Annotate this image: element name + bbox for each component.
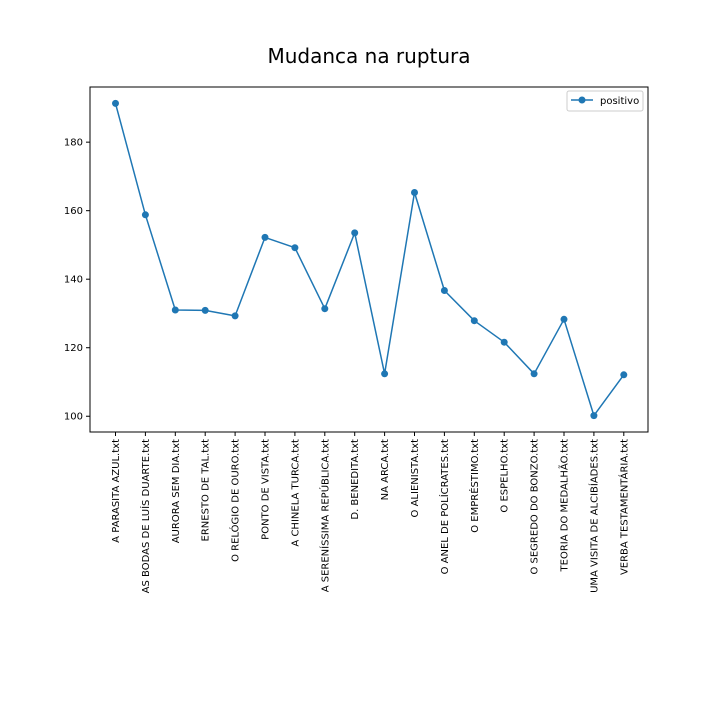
- x-tick-label: AURORA SEM DIA.txt: [171, 439, 182, 543]
- plot-area: [89, 86, 649, 433]
- data-point: [261, 233, 269, 241]
- data-point: [470, 317, 478, 325]
- data-point: [381, 370, 389, 378]
- x-tick-label: A CHINELA TURCA.txt: [290, 439, 301, 547]
- x-tick-label: O ESPELHO.txt: [500, 439, 511, 513]
- x-tick-label: NA ARCA.txt: [380, 439, 391, 500]
- data-point: [440, 287, 448, 294]
- x-tick-label: VERBA TESTAMENTÁRIA.txt: [617, 439, 630, 575]
- y-tick-label: 140: [64, 275, 83, 286]
- x-tick-label: PONTO DE VISTA.txt: [261, 439, 272, 540]
- x-tick-label: ERNESTO DE TAL.txt: [201, 439, 212, 542]
- data-point: [500, 338, 508, 346]
- data-point: [171, 306, 179, 314]
- series-line-positivo: [114, 103, 625, 417]
- y-tick-label: 100: [64, 412, 83, 423]
- y-tick-label: 180: [64, 138, 83, 149]
- y-tick-label: 160: [64, 206, 83, 217]
- x-tick-label: TEORIA DO MEDALHÃO.txt: [558, 439, 571, 573]
- data-point: [530, 370, 538, 378]
- x-axis: A PARASITA AZUL.txt AS BODAS DE LUÍS DUAR…: [111, 432, 630, 593]
- x-tick-label: A SERENÍSSIMA REPÚBLICA.txt: [318, 439, 331, 592]
- data-point: [141, 211, 149, 219]
- x-tick-label: A PARASITA AZUL.txt: [111, 439, 122, 543]
- data-point: [590, 412, 598, 420]
- x-tick-label: D. BENEDITA.txt: [350, 439, 361, 520]
- data-point: [560, 315, 568, 323]
- legend: positivo: [566, 90, 644, 112]
- data-point: [620, 371, 628, 379]
- x-tick-label: O SEGREDO DO BONZO.txt: [530, 439, 541, 575]
- data-point: [112, 99, 119, 107]
- data-point: [291, 244, 299, 252]
- x-tick-label: O RELÓGIO DE OURO.txt: [229, 439, 242, 562]
- legend-label: positivo: [600, 96, 639, 107]
- y-axis: 100 120 140 160 180: [64, 138, 90, 423]
- x-tick-label: O ANEL DE POLÍCRATES.txt: [438, 439, 451, 574]
- chart-title: Mudanca na ruptura: [267, 44, 470, 68]
- legend-marker-swatch: [578, 96, 586, 104]
- data-point: [201, 306, 209, 314]
- legend-box: [566, 90, 644, 112]
- data-point: [351, 229, 359, 237]
- data-point: [411, 189, 418, 196]
- data-point: [231, 312, 239, 320]
- x-tick-label: O ALIENISTA.txt: [410, 439, 421, 518]
- data-point: [321, 305, 329, 313]
- series-layer: [112, 99, 628, 420]
- x-tick-label: AS BODAS DE LUÍS DUARTE.txt: [139, 439, 152, 593]
- x-tick-label: UMA VISITA DE ALCIBÍADES.txt: [587, 439, 600, 593]
- x-tick-label: O EMPRÉSTIMO.txt: [468, 439, 481, 533]
- y-tick-label: 120: [64, 343, 83, 354]
